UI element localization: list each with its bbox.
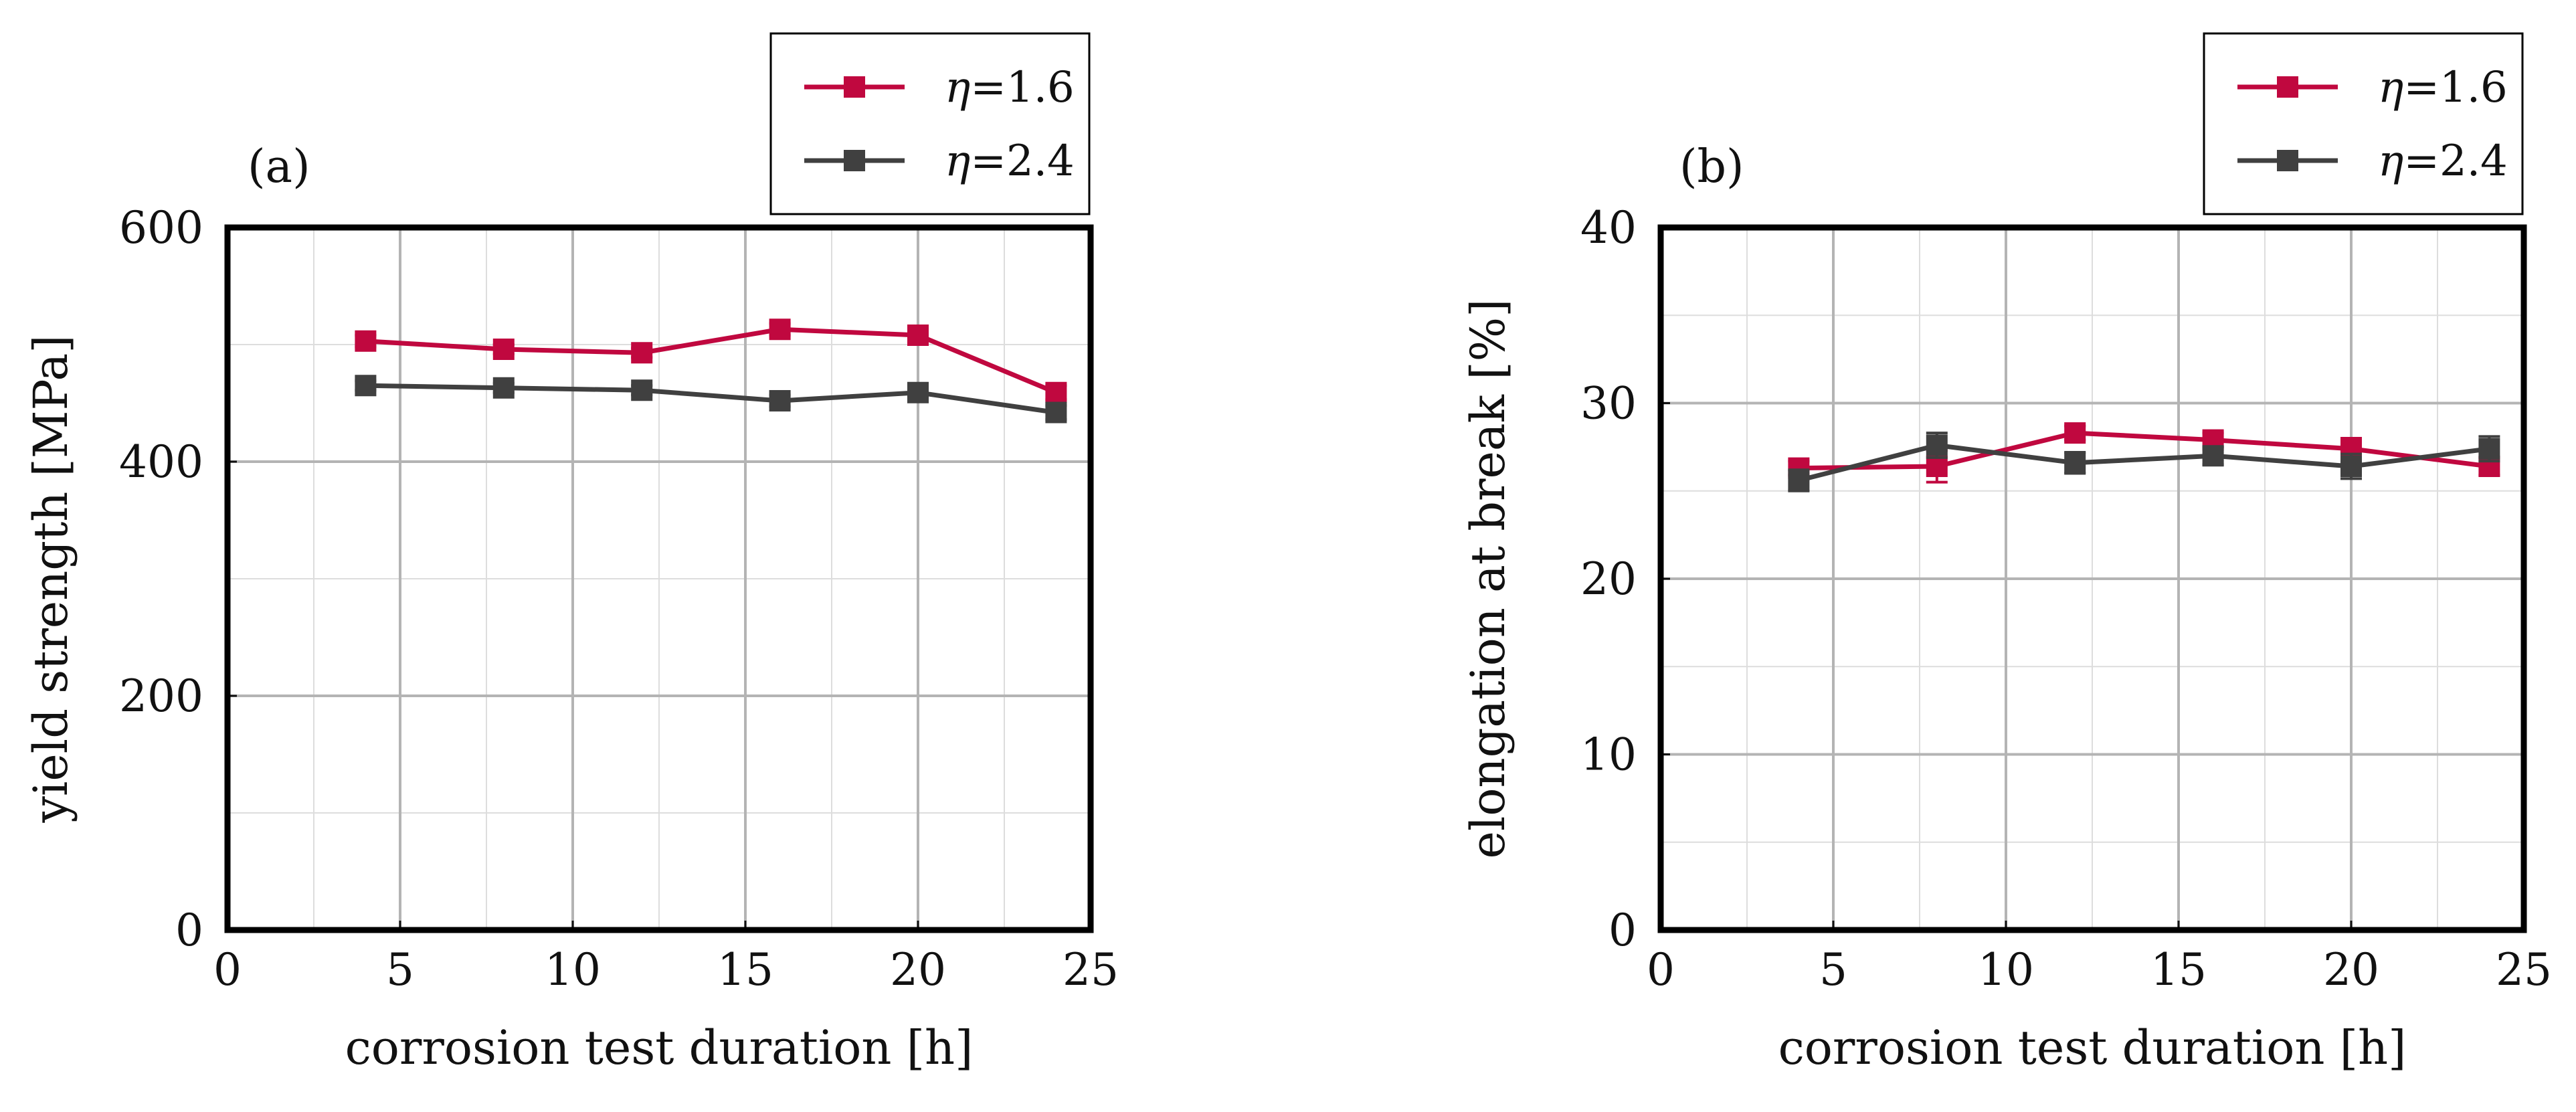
data-point: [769, 390, 791, 411]
legend-entry-label: η=1.6: [945, 63, 1075, 112]
legend-value: =1.6: [970, 63, 1074, 112]
data-point: [2202, 445, 2224, 467]
panel-b-elongation-chart: 0 5 10 15 20 25 0 10 20 30 40 corrosion test durati…: [1461, 32, 2552, 1075]
legend-eta-symbol: η: [2378, 63, 2403, 112]
y-tick-label: 10: [1580, 729, 1637, 781]
data-point: [1926, 456, 1948, 477]
data-point: [769, 318, 791, 341]
x-tick-label: 10: [1978, 944, 2034, 996]
x-axis-label: corrosion test duration [h]: [1778, 1020, 2407, 1075]
data-point: [1045, 381, 1067, 403]
legend-eta-symbol: η: [945, 136, 970, 186]
series-1: [355, 375, 1067, 424]
data-point: [2478, 438, 2500, 460]
x-tick-label: 0: [1647, 944, 1675, 996]
legend-box: [2203, 32, 2524, 215]
data-point: [2064, 422, 2086, 444]
data-point: [631, 342, 653, 364]
y-tick-label: 0: [1608, 905, 1637, 956]
legend-entry-label: η=2.4: [945, 136, 1075, 186]
series-line: [1799, 430, 2490, 471]
x-tick-label: 25: [2496, 944, 2552, 996]
x-tick-label: 5: [386, 944, 414, 996]
legend-value: =2.4: [2403, 136, 2507, 186]
legend: η=1.6η=2.4: [769, 32, 1091, 215]
y-tick-label: 600: [119, 202, 203, 254]
x-tick-label: 10: [545, 944, 601, 996]
legend-eta-symbol: η: [945, 63, 970, 112]
x-axis-label: corrosion test duration [h]: [345, 1020, 974, 1075]
plot-frame: [224, 224, 1094, 933]
legend-swatch-marker: [2277, 150, 2298, 171]
x-tick-label: 15: [717, 944, 773, 996]
x-tick-label: 0: [213, 944, 242, 996]
y-tick-label: 0: [175, 905, 203, 956]
data-point: [1926, 434, 1948, 456]
legend-swatch-marker: [844, 150, 865, 171]
y-tick-label: 20: [1580, 553, 1637, 605]
y-axis-label: yield strength [MPa]: [23, 335, 78, 823]
data-point: [2340, 456, 2362, 477]
series-0: [1788, 422, 2500, 484]
legend-eta-symbol: η: [2378, 136, 2403, 186]
x-tick-label: 20: [2323, 944, 2379, 996]
series-line: [1798, 443, 2490, 483]
series-1: [1788, 432, 2500, 492]
y-axis-label: elongation at break [%]: [1461, 299, 1515, 859]
data-point: [355, 330, 377, 352]
legend-entry-label: η=2.4: [2378, 136, 2508, 186]
data-point: [1788, 470, 1810, 491]
legend: η=1.6η=2.4: [2203, 32, 2524, 215]
x-tick-label: 25: [1063, 944, 1119, 996]
series-0: [355, 318, 1067, 403]
y-tick-label: 200: [119, 670, 203, 722]
data-point: [355, 375, 377, 397]
data-point: [907, 381, 929, 403]
data-point: [492, 377, 515, 399]
x-tick-label: 15: [2150, 944, 2207, 996]
legend-entry-label: η=1.6: [2378, 63, 2508, 112]
panel-a-yield-strength-chart: 0 5 10 15 20 25 0 200 400 600 corrosion test durat…: [23, 32, 1119, 1075]
data-point: [1045, 401, 1067, 424]
series-line: [365, 327, 1057, 395]
data-point: [2064, 452, 2086, 474]
y-tick-label: 30: [1580, 378, 1637, 430]
data-point: [631, 379, 653, 401]
legend-box: [769, 32, 1091, 215]
data-point: [907, 325, 929, 346]
x-tick-label: 20: [890, 944, 946, 996]
legend-swatch-marker: [2277, 76, 2298, 98]
panel-label: (b): [1679, 141, 1744, 193]
panel-label: (a): [248, 141, 310, 193]
y-tick-label: 400: [119, 436, 203, 488]
x-tick-label: 5: [1819, 944, 1847, 996]
legend-swatch-marker: [844, 76, 865, 98]
legend-value: =1.6: [2403, 63, 2507, 112]
plot-frame: [1657, 224, 2527, 933]
legend-value: =2.4: [970, 136, 1074, 186]
y-tick-label: 40: [1580, 202, 1637, 254]
series-line: [365, 383, 1056, 415]
data-point: [492, 339, 515, 360]
